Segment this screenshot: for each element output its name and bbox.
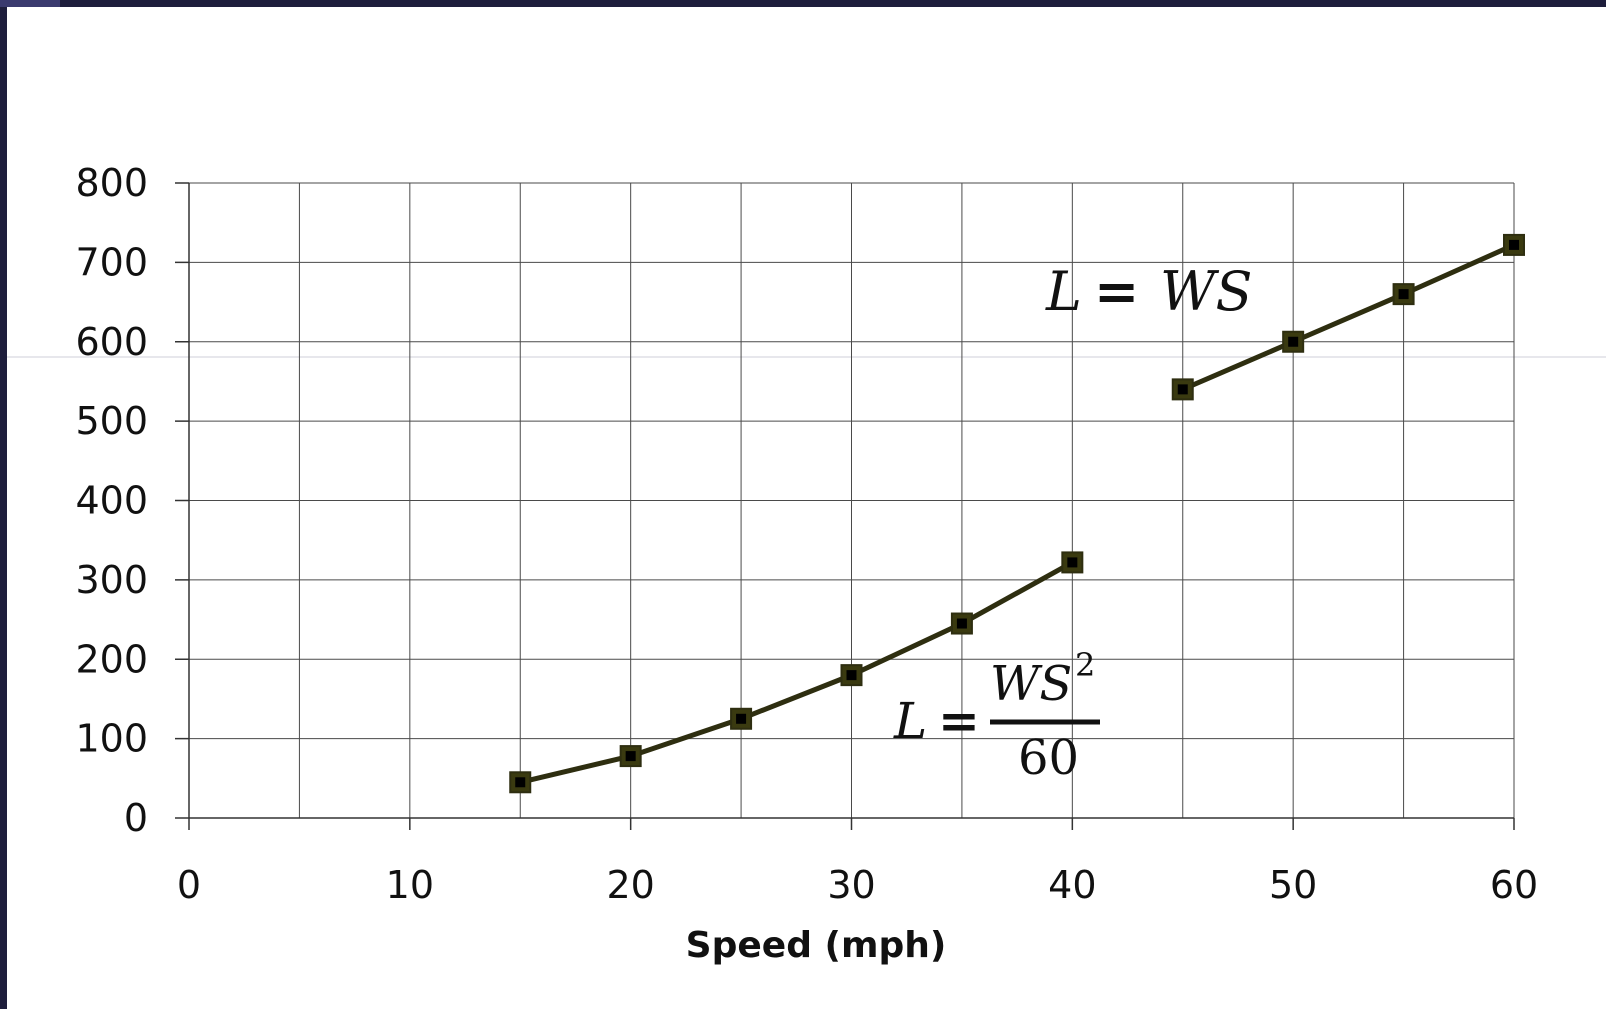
series-1-point-core — [625, 751, 636, 762]
series-2-point-core — [1177, 384, 1188, 395]
series-1-point-core — [736, 713, 747, 724]
formula-linear-equals: = — [1094, 259, 1139, 323]
x-tick-label: 40 — [1048, 863, 1096, 907]
formula-linear-lhs: L — [1045, 260, 1082, 323]
y-tick-label: 400 — [75, 479, 148, 523]
series-layer — [509, 233, 1525, 794]
y-tick-label: 500 — [75, 399, 148, 443]
x-tick-label: 30 — [827, 863, 875, 907]
x-axis-title: Speed (mph) — [686, 925, 947, 966]
x-tick-label: 60 — [1490, 863, 1538, 907]
y-tick-label: 0 — [124, 796, 148, 840]
formula-quadratic-lhs: L — [893, 692, 927, 750]
grid-layer — [189, 182, 1515, 818]
x-tick-label: 10 — [386, 863, 434, 907]
x-tick-label: 50 — [1269, 863, 1317, 907]
series-2-line — [1181, 242, 1516, 392]
y-tick-label: 800 — [75, 161, 148, 205]
series-1-point-core — [1067, 557, 1078, 568]
formula-quadratic-exponent: 2 — [1075, 646, 1095, 684]
axes-layer — [175, 182, 1515, 830]
formula-quadratic: L = WS 2 60 — [893, 646, 1100, 786]
frame-left-bar — [0, 0, 7, 1009]
frame-top-bar — [0, 0, 1606, 7]
y-tick-label: 300 — [75, 558, 148, 602]
x-tick-label: 20 — [606, 863, 654, 907]
series-1-point-core — [956, 618, 967, 629]
y-tick-label: 700 — [75, 240, 148, 284]
tick-label-layer: 0 100 200 300 400 500 600 700 800 0 10 20 30 40 50 60 — [75, 161, 1538, 907]
formula-quadratic-numerator: WS — [990, 656, 1072, 712]
series-1-point-core — [846, 670, 857, 681]
y-tick-label: 100 — [75, 717, 148, 761]
y-tick-label: 200 — [75, 637, 148, 681]
series-1-point-core — [515, 777, 526, 788]
y-tick-label: 600 — [75, 320, 148, 364]
series-2-point-core — [1509, 239, 1519, 250]
formula-linear: L = WS — [1045, 259, 1253, 323]
series-1-line — [519, 560, 1074, 785]
x-tick-label: 0 — [177, 863, 201, 907]
formula-linear-rhs: WS — [1160, 260, 1253, 323]
formula-quadratic-equals: = — [938, 691, 980, 750]
formula-quadratic-denominator: 60 — [1018, 730, 1079, 786]
series-2-point-core — [1398, 289, 1409, 300]
series-2-point-core — [1288, 336, 1299, 347]
frame-left-accent — [0, 0, 60, 7]
